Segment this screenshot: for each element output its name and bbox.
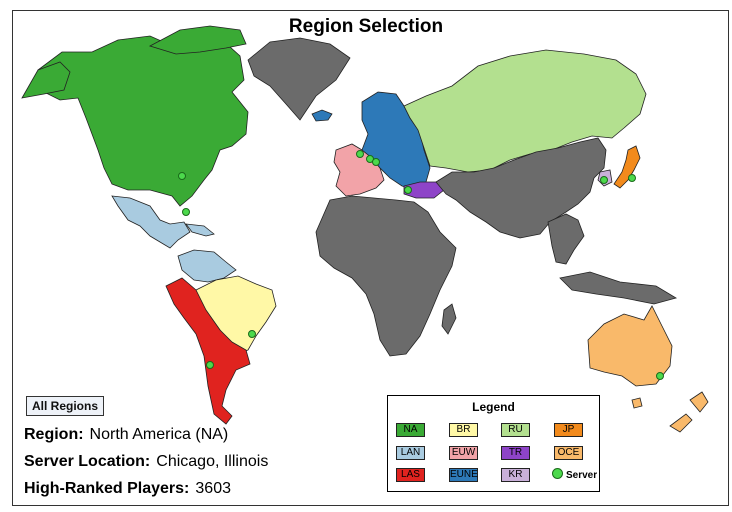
region-unassigned-indonesia[interactable] [559, 271, 678, 305]
legend-item-tr[interactable]: TR [501, 446, 530, 460]
region-label: Region: [24, 426, 84, 443]
region-lan[interactable] [111, 195, 191, 249]
legend-item-na[interactable]: NA [396, 423, 425, 437]
all-regions-button[interactable]: All Regions [26, 396, 105, 416]
region-oce-tasmania[interactable] [631, 397, 643, 409]
region-unassigned-greenland[interactable] [247, 37, 351, 121]
server-marker-tr[interactable] [404, 186, 412, 194]
page-title: Region Selection [288, 16, 444, 37]
region-oce-nz-south[interactable] [669, 413, 693, 433]
legend-item-ru[interactable]: RU [501, 423, 530, 437]
server-location-info: Server Location: Chicago, Illinois [24, 453, 268, 471]
region-unassigned-africa[interactable] [315, 195, 457, 357]
legend-item-br[interactable]: BR [449, 423, 478, 437]
server-location-label: Server Location: [24, 453, 151, 470]
region-na[interactable] [37, 33, 249, 207]
server-marker-kr[interactable] [600, 176, 608, 184]
legend: Legend NA BR RU JP LAN EUW TR OCE LAS EU… [387, 395, 600, 492]
region-lan-caribbean[interactable] [185, 223, 215, 237]
legend-item-las[interactable]: LAS [396, 468, 425, 482]
players-info: High-Ranked Players: 3603 [24, 480, 231, 498]
region-value: North America (NA) [89, 426, 229, 443]
server-marker-jp[interactable] [628, 174, 636, 182]
region-tr[interactable] [403, 181, 445, 199]
server-dot-icon [552, 468, 563, 479]
server-location-value: Chicago, Illinois [156, 453, 269, 470]
players-label: High-Ranked Players: [24, 480, 190, 497]
server-marker-las[interactable] [206, 361, 214, 369]
region-jp[interactable] [613, 145, 641, 189]
server-marker-oce[interactable] [656, 372, 664, 380]
server-marker-euw[interactable] [356, 150, 364, 158]
region-lan-sa-north[interactable] [177, 249, 237, 283]
server-marker-ru[interactable] [372, 158, 380, 166]
legend-item-oce[interactable]: OCE [554, 446, 583, 460]
region-ru[interactable] [403, 49, 647, 173]
region-na-alaska[interactable] [21, 61, 71, 99]
legend-server-label: Server [566, 470, 598, 481]
legend-item-euw[interactable]: EUW [449, 446, 478, 460]
server-marker-lan[interactable] [182, 208, 190, 216]
legend-server-key: Server [552, 468, 597, 481]
server-marker-na[interactable] [178, 172, 186, 180]
server-marker-br[interactable] [248, 330, 256, 338]
region-unassigned-iceland[interactable] [311, 109, 333, 122]
region-unassigned-seasia[interactable] [547, 213, 585, 265]
server-markers [178, 150, 664, 380]
region-oce-nz[interactable] [689, 391, 709, 413]
players-value: 3603 [195, 480, 231, 497]
legend-title: Legend [472, 400, 515, 414]
legend-item-lan[interactable]: LAN [396, 446, 425, 460]
region-unassigned-madagascar[interactable] [441, 303, 457, 335]
legend-item-eune[interactable]: EUNE [449, 468, 478, 482]
region-unassigned-asia[interactable] [435, 137, 607, 239]
region-info: Region: North America (NA) [24, 426, 228, 444]
region-oce[interactable] [587, 305, 673, 387]
legend-item-jp[interactable]: JP [554, 423, 583, 437]
legend-item-kr[interactable]: KR [501, 468, 530, 482]
region-las[interactable] [165, 277, 251, 425]
region-na-islands[interactable] [148, 25, 247, 55]
